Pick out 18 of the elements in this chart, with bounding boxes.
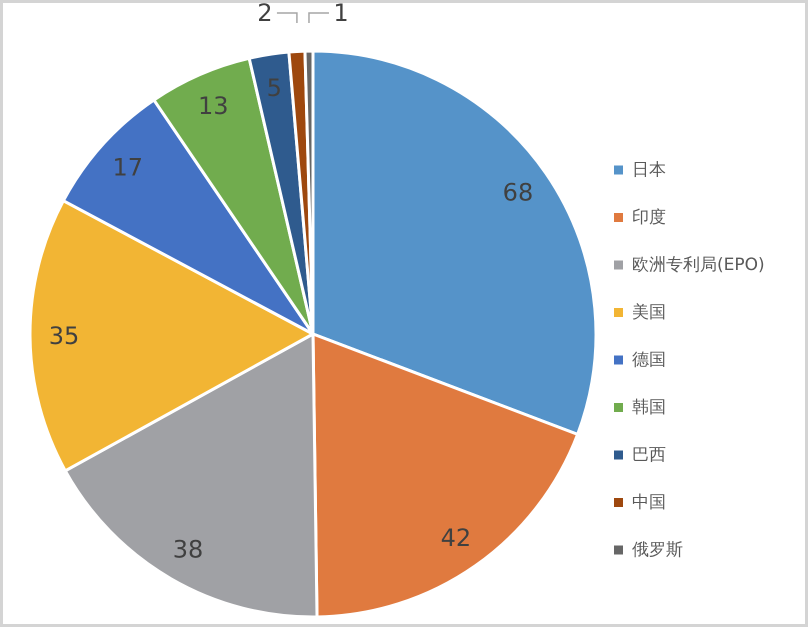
legend-label: 德国 — [632, 350, 666, 370]
data-label: 2 — [257, 0, 273, 27]
data-label: 35 — [48, 322, 80, 350]
legend-label: 美国 — [632, 302, 666, 322]
data-label: 38 — [172, 535, 204, 564]
legend-label: 印度 — [632, 208, 666, 228]
data-label: 68 — [502, 178, 534, 207]
data-label: 42 — [440, 524, 472, 552]
legend-label: 欧洲专利局(EPO) — [632, 255, 765, 275]
legend-label: 韩国 — [632, 398, 666, 418]
data-label: 1 — [333, 0, 349, 27]
legend-label: 中国 — [632, 492, 666, 512]
legend-label: 巴西 — [632, 445, 666, 465]
data-label: 13 — [198, 92, 228, 120]
data-label: 5 — [266, 74, 282, 102]
legend-label: 日本 — [632, 160, 666, 180]
data-label: 17 — [112, 154, 144, 182]
legend-label: 俄罗斯 — [632, 540, 683, 560]
